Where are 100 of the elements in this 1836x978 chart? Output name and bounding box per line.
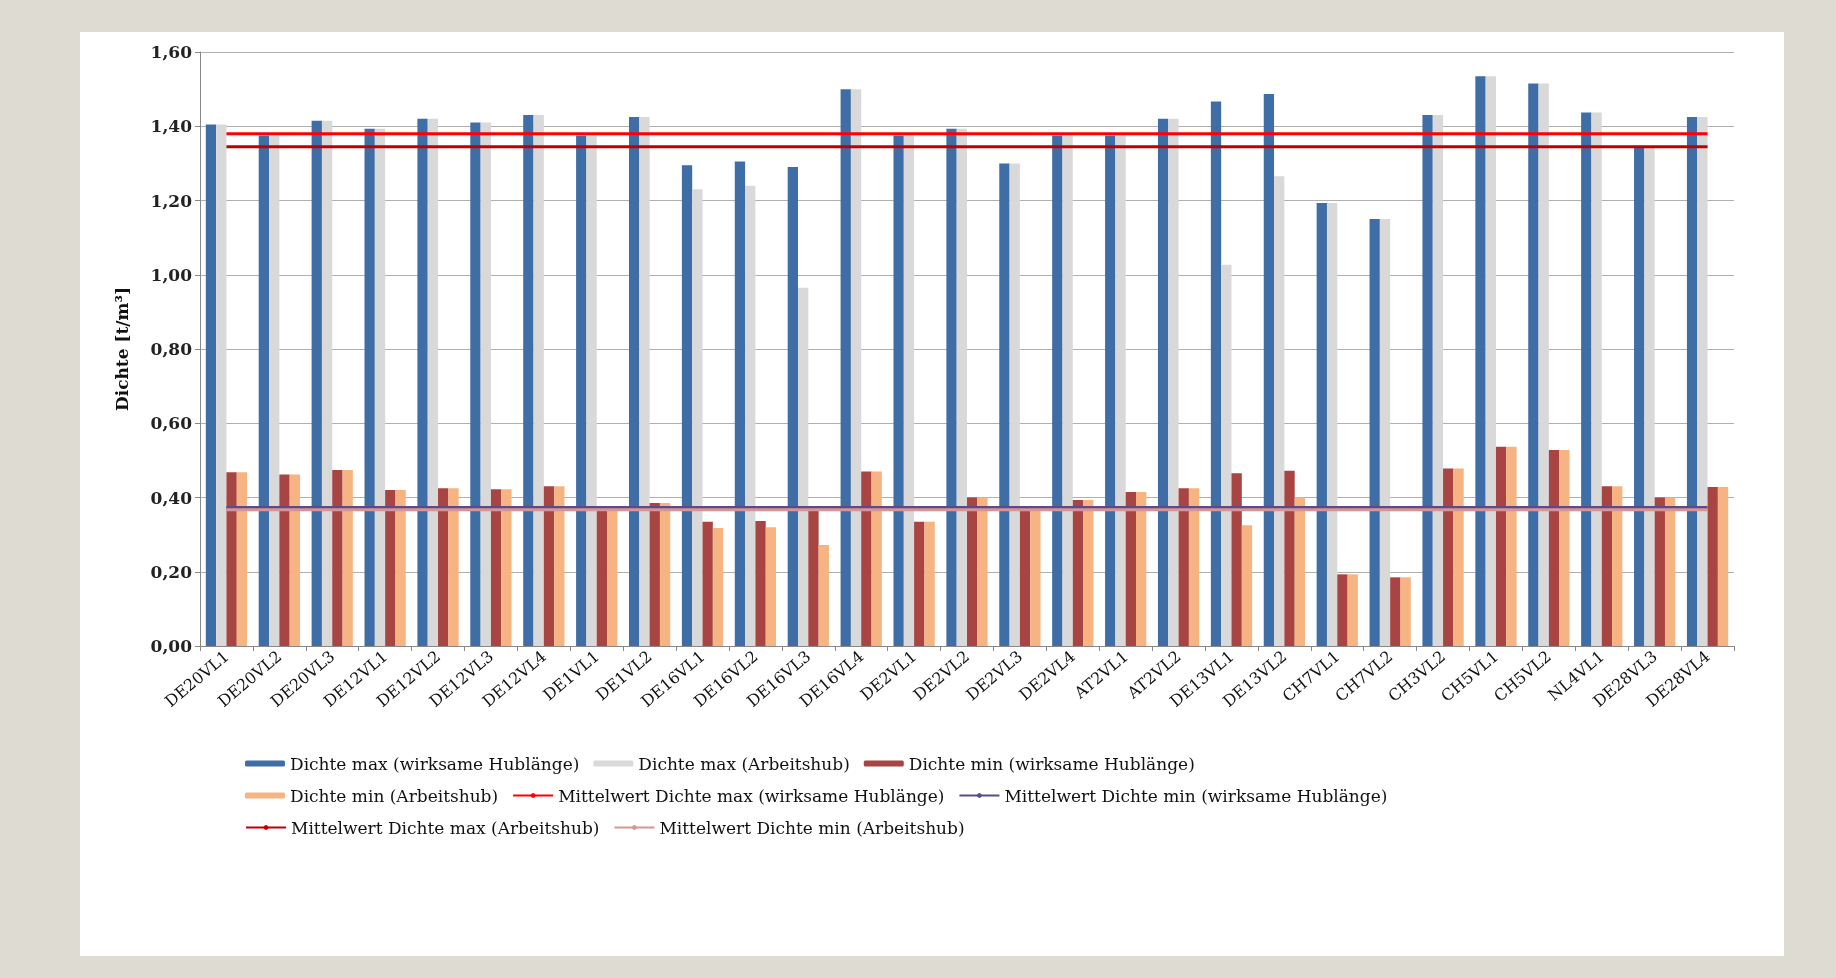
y-tick-label: 0,40	[150, 487, 193, 508]
legend-label: Dichte min (Arbeitshub)	[290, 785, 499, 806]
y-tick-label: 0,60	[150, 413, 193, 434]
bar	[1495, 446, 1507, 646]
bar	[236, 472, 248, 646]
bar	[1443, 468, 1454, 646]
bar	[639, 116, 650, 646]
bar	[205, 124, 217, 646]
bar	[1601, 486, 1613, 646]
legend-label: Dichte max (wirksame Hublänge)	[290, 753, 580, 774]
bar	[787, 167, 798, 646]
bar	[1284, 470, 1295, 646]
legend-label: Mittelwert Dichte max (Arbeitshub)	[291, 817, 600, 838]
legend-label: Mittelwert Dichte max (wirksame Hublänge)	[558, 785, 945, 806]
bar	[1009, 163, 1020, 646]
bar	[1337, 574, 1348, 646]
bar	[712, 527, 724, 646]
bar	[395, 490, 406, 646]
bar	[1686, 116, 1698, 646]
bar	[871, 471, 882, 646]
bar	[1168, 118, 1179, 646]
bar	[649, 503, 660, 646]
bar	[977, 497, 988, 646]
legend-label: Mittelwert Dichte min (Arbeitshub)	[659, 817, 965, 838]
bar	[692, 189, 703, 646]
bar	[1030, 510, 1041, 646]
bar	[543, 486, 555, 646]
bar	[216, 124, 227, 646]
bar	[946, 128, 957, 646]
bar	[628, 116, 640, 646]
bar	[1538, 83, 1549, 646]
bar	[1548, 449, 1560, 646]
bar	[850, 89, 862, 646]
bar	[1581, 112, 1592, 646]
bar	[659, 503, 671, 646]
bar	[893, 135, 904, 646]
bar	[1105, 135, 1116, 646]
bar	[1347, 574, 1358, 646]
bar	[1400, 577, 1411, 646]
bar	[818, 545, 829, 646]
bar	[1432, 115, 1444, 646]
bar	[681, 165, 693, 646]
bar	[1697, 116, 1708, 646]
bar	[967, 497, 978, 646]
bar	[321, 120, 333, 646]
bar	[1178, 488, 1189, 646]
bar	[1326, 203, 1338, 646]
bar	[1115, 135, 1126, 646]
bar	[861, 471, 872, 646]
legend-label: Mittelwert Dichte min (wirksame Hublänge)	[1004, 785, 1388, 806]
bar	[1475, 76, 1486, 646]
y-tick-label: 1,40	[150, 116, 193, 137]
bar	[1210, 101, 1222, 646]
bar	[1528, 83, 1539, 646]
bar	[1644, 146, 1655, 646]
bar	[1083, 500, 1094, 646]
bar	[1241, 525, 1253, 646]
bar	[342, 470, 353, 646]
bar	[523, 115, 534, 646]
bar	[374, 128, 386, 646]
bar	[1072, 500, 1084, 646]
bar	[808, 510, 819, 646]
bar	[311, 120, 322, 646]
bar	[956, 128, 967, 646]
bar	[490, 489, 502, 646]
bar	[279, 474, 290, 646]
bar	[226, 472, 237, 646]
bar	[924, 521, 935, 646]
bar	[1591, 112, 1602, 646]
bar	[914, 521, 925, 646]
bar	[798, 287, 809, 646]
y-tick-label: 0,20	[150, 561, 193, 582]
y-tick-label: 1,60	[150, 42, 193, 62]
bar	[258, 135, 270, 646]
bar	[1369, 219, 1380, 646]
bar	[1379, 219, 1391, 646]
bar	[1717, 487, 1729, 646]
bar	[1316, 203, 1327, 646]
bar	[427, 118, 439, 646]
bar	[533, 115, 544, 646]
bar	[1453, 468, 1464, 646]
y-tick-label: 1,20	[150, 190, 193, 211]
bar	[1263, 93, 1275, 646]
bar	[1019, 510, 1031, 646]
bar	[438, 488, 449, 646]
bar	[1294, 497, 1306, 646]
bar	[586, 135, 597, 646]
legend-label: Dichte min (wirksame Hublänge)	[908, 753, 1195, 774]
y-axis-title: Dichte [t/m³]	[111, 286, 132, 412]
bar	[1422, 115, 1433, 646]
bar	[765, 527, 777, 646]
legend-label: Dichte max (Arbeitshub)	[638, 753, 850, 774]
bar	[1125, 491, 1136, 646]
bar	[1062, 135, 1073, 646]
bar	[702, 521, 713, 646]
bar	[1157, 118, 1169, 646]
bar	[734, 161, 746, 646]
bar	[1052, 135, 1063, 646]
bar	[1390, 577, 1401, 646]
bar	[1231, 473, 1242, 646]
